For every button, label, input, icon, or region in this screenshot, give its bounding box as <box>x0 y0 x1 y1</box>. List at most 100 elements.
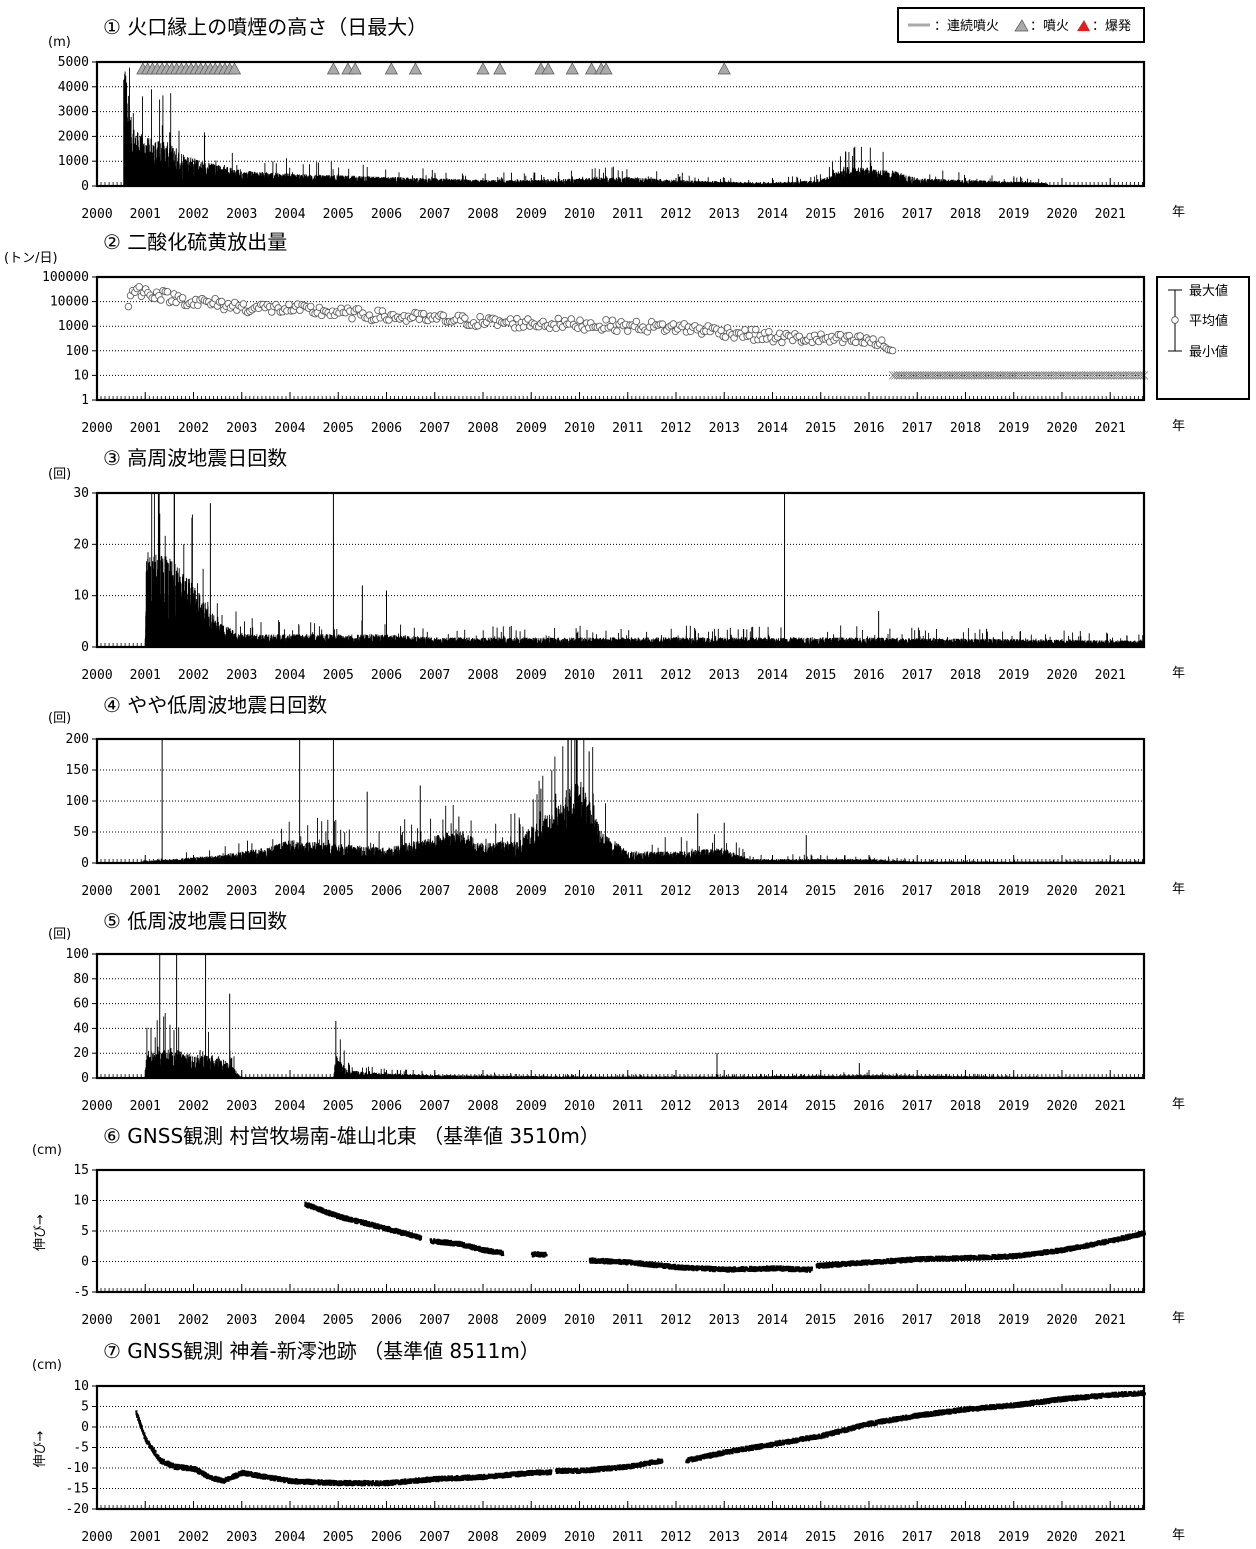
x-tick-label: 2001 <box>130 1313 161 1328</box>
y-tick-label: 80 <box>73 972 89 987</box>
bar-series <box>140 739 1145 863</box>
data-marks-vlf_quakes <box>140 739 1145 863</box>
x-tick-label: 2009 <box>516 668 547 683</box>
eruption-marker <box>493 62 507 75</box>
so2-mean-point <box>778 338 786 347</box>
x-tick-label: 2000 <box>81 884 112 899</box>
x-tick-label: 2007 <box>419 1313 450 1328</box>
x-tick-label: 2015 <box>805 668 836 683</box>
so2-mean-point <box>157 296 165 304</box>
x-tick-label: 2014 <box>757 1099 788 1114</box>
x-tick-label: 2008 <box>467 1313 498 1328</box>
legend-eruption: ：連続噴火 ：噴火 ：爆発 <box>897 7 1145 43</box>
x-tick-label: 2002 <box>178 884 209 899</box>
data-marks-gnss1 <box>304 1201 1146 1273</box>
x-tick-label: 2014 <box>757 421 788 436</box>
x-tick-label: 2002 <box>178 421 209 436</box>
x-tick-label: 2002 <box>178 1313 209 1328</box>
so2-mean-point <box>878 336 886 344</box>
so2-mean-point <box>613 327 621 335</box>
eruption-marker <box>541 62 555 75</box>
so2-mean-point <box>124 302 133 311</box>
x-tick-label: 2003 <box>226 1530 257 1545</box>
x-tick-label: 2004 <box>274 1313 305 1328</box>
x-tick-label: 2003 <box>226 207 257 222</box>
x-tick-label: 2011 <box>612 884 643 899</box>
x-tick-label: 2010 <box>564 1099 595 1114</box>
x-tick-label: 2004 <box>274 207 305 222</box>
y-axis-unit: (cm) <box>32 1358 62 1373</box>
x-tick-label: 2021 <box>1095 421 1126 436</box>
bar-series <box>144 1013 1140 1078</box>
x-tick-label: 2015 <box>805 421 836 436</box>
legend-max: 最大値 <box>1189 283 1228 299</box>
x-tick-label: 2017 <box>902 421 933 436</box>
x-tick-label: 2008 <box>467 1530 498 1545</box>
so2-mean-point <box>554 314 562 323</box>
x-tick-label: 2001 <box>130 884 161 899</box>
x-tick-label: 2021 <box>1095 207 1126 222</box>
explosion-symbol <box>1077 20 1090 31</box>
y-tick-label: 0 <box>81 1255 89 1270</box>
x-tick-label: 2018 <box>950 1530 981 1545</box>
plot-frame <box>95 60 1146 188</box>
eruption-marker <box>565 62 579 75</box>
x-tick-label: 2010 <box>564 1313 595 1328</box>
data-marks-so2 <box>124 283 1149 380</box>
x-tick-label: 2013 <box>709 1530 740 1545</box>
panel-lf_quakes: ⑤ 低周波地震日回数 (回) 0 20 40 60 80 100 2000 2001 2002 200… <box>48 909 1185 1114</box>
x-tick-label: 2009 <box>516 207 547 222</box>
x-tick-label: 2016 <box>853 1530 884 1545</box>
y-axis-unit: (回) <box>48 711 71 726</box>
x-tick-label: 2015 <box>805 1099 836 1114</box>
x-tick-label: 2021 <box>1095 884 1126 899</box>
y-tick-label: 100 <box>66 947 89 962</box>
x-tick-label: 2021 <box>1095 1530 1126 1545</box>
eruption-marker <box>326 62 341 75</box>
y-tick-label: 5 <box>81 1224 89 1239</box>
y-tick-label: 1 <box>81 393 89 408</box>
x-tick-label: 2000 <box>81 1099 112 1114</box>
x-tick-label: 2016 <box>853 884 884 899</box>
x-axis-year-label: 年 <box>1172 666 1185 681</box>
x-tick-label: 2018 <box>950 668 981 683</box>
x-tick-label: 2001 <box>130 668 161 683</box>
so2-mean-point <box>348 315 356 323</box>
panel-title: ① 火口縁上の噴煙の高さ（日最大） <box>103 15 427 39</box>
x-tick-label: 2008 <box>467 668 498 683</box>
y-tick-label: 50 <box>73 825 89 840</box>
x-tick-label: 2018 <box>950 421 981 436</box>
y-tick-label: 100 <box>66 794 89 809</box>
data-marks-plume <box>123 62 1048 186</box>
x-tick-label: 2005 <box>323 668 354 683</box>
x-tick-label: 2011 <box>612 421 643 436</box>
panel-title: ⑦ GNSS観測 神着-新澪池跡 （基準値 8511m） <box>103 1339 540 1363</box>
plot-frame <box>95 275 1146 402</box>
y-tick-label: 5 <box>81 1400 89 1415</box>
bar-series <box>123 67 1048 186</box>
so2-mean-point <box>576 316 584 324</box>
y-tick-label: 10 <box>73 368 89 383</box>
plot-frame <box>95 1168 1146 1294</box>
x-tick-label: 2020 <box>1046 1099 1077 1114</box>
x-tick-label: 2002 <box>178 668 209 683</box>
panel-title: ② 二酸化硫黄放出量 <box>103 230 287 254</box>
plot-frame <box>95 1384 1146 1511</box>
so2-mean-point <box>602 316 610 324</box>
so2-mean-point <box>765 328 773 336</box>
x-tick-label: 2016 <box>853 1313 884 1328</box>
panel-title: ③ 高周波地震日回数 <box>103 446 287 470</box>
legend-explosion: ：爆発 <box>1092 19 1131 34</box>
x-tick-label: 2005 <box>323 421 354 436</box>
y-tick-label: 200 <box>66 732 89 747</box>
plot-frame <box>95 737 1146 865</box>
x-tick-label: 2005 <box>323 1099 354 1114</box>
panel-hf_quakes: ③ 高周波地震日回数 (回) 0 10 20 30 2000 2001 2002 2003 2004… <box>48 446 1185 683</box>
x-tick-label: 2014 <box>757 207 788 222</box>
x-tick-label: 2004 <box>274 1099 305 1114</box>
x-tick-label: 2019 <box>998 421 1029 436</box>
x-tick-label: 2015 <box>805 1313 836 1328</box>
y-tick-label: -5 <box>73 1441 89 1456</box>
x-tick-label: 2009 <box>516 1313 547 1328</box>
x-tick-label: 2020 <box>1046 421 1077 436</box>
